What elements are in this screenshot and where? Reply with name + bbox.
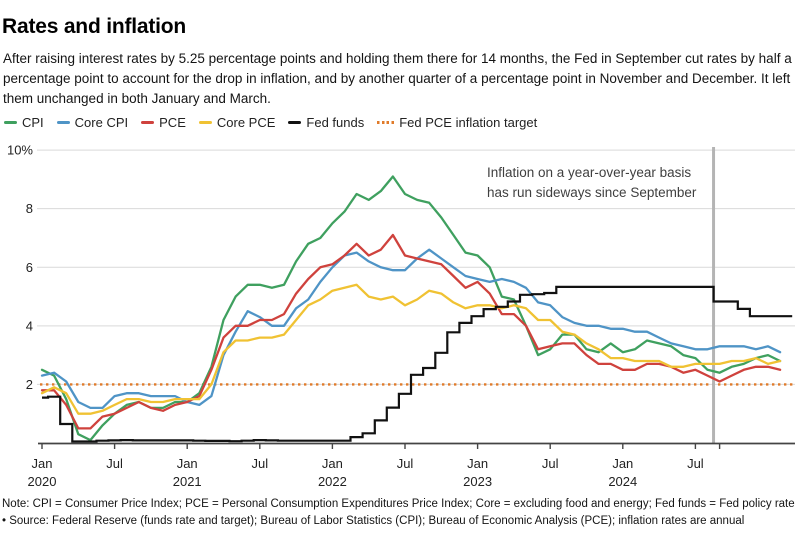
chart-legend: CPI Core CPI PCE Core PCE Fed funds Fed … xyxy=(4,115,537,130)
legend-item-fed-funds: Fed funds xyxy=(288,115,364,130)
svg-text:8: 8 xyxy=(26,201,33,216)
svg-text:Jul: Jul xyxy=(106,456,123,471)
target-dotted-swatch-icon xyxy=(377,121,395,124)
core-cpi-line-swatch-icon xyxy=(56,121,70,124)
footnotes: Note: CPI = Consumer Price Index; PCE = … xyxy=(2,497,797,531)
legend-item-core-pce: Core PCE xyxy=(198,115,276,130)
svg-text:Jan: Jan xyxy=(322,456,343,471)
svg-text:2023: 2023 xyxy=(463,474,492,489)
svg-text:4: 4 xyxy=(26,318,33,333)
core-pce-line-swatch-icon xyxy=(198,121,212,124)
svg-text:Jan: Jan xyxy=(467,456,488,471)
svg-text:2: 2 xyxy=(26,377,33,392)
legend-item-cpi: CPI xyxy=(4,115,44,130)
svg-text:2024: 2024 xyxy=(608,474,637,489)
svg-text:Jan: Jan xyxy=(32,456,53,471)
chart-annotation: Inflation on a year-over-year basis has … xyxy=(487,163,696,202)
svg-text:6: 6 xyxy=(26,260,33,275)
svg-text:2021: 2021 xyxy=(173,474,202,489)
fed-funds-line-swatch-icon xyxy=(288,121,302,124)
pce-line-swatch-icon xyxy=(141,121,155,124)
svg-text:Jul: Jul xyxy=(687,456,704,471)
chart-description: After raising interest rates by 5.25 per… xyxy=(3,50,792,106)
legend-label: Core CPI xyxy=(74,115,129,130)
svg-text:Jul: Jul xyxy=(251,456,268,471)
svg-text:10%: 10% xyxy=(7,143,33,158)
source-text: • Source: Federal Reserve (funds rate an… xyxy=(2,515,745,527)
legend-item-pce: PCE xyxy=(141,115,186,130)
annotation-line-1: Inflation on a year-over-year basis xyxy=(487,165,692,180)
legend-label: CPI xyxy=(22,115,44,130)
legend-label: PCE xyxy=(159,115,186,130)
cpi-line-swatch-icon xyxy=(4,121,17,124)
svg-text:Jan: Jan xyxy=(177,456,198,471)
legend-label: Fed PCE inflation target xyxy=(399,115,538,130)
svg-text:Jul: Jul xyxy=(542,456,559,471)
svg-text:2020: 2020 xyxy=(28,474,57,489)
legend-label: Core PCE xyxy=(216,115,276,130)
legend-label: Fed funds xyxy=(306,115,365,130)
legend-item-core-cpi: Core CPI xyxy=(56,115,129,130)
annotation-line-2: has run sideways since September xyxy=(487,184,697,200)
note-text: Note: CPI = Consumer Price Index; PCE = … xyxy=(2,498,795,510)
svg-text:2022: 2022 xyxy=(318,474,347,489)
svg-text:Jan: Jan xyxy=(612,456,633,471)
svg-text:Jul: Jul xyxy=(397,456,414,471)
legend-item-fed-pce-target: Fed PCE inflation target xyxy=(377,115,537,130)
page-title: Rates and inflation xyxy=(2,15,187,39)
